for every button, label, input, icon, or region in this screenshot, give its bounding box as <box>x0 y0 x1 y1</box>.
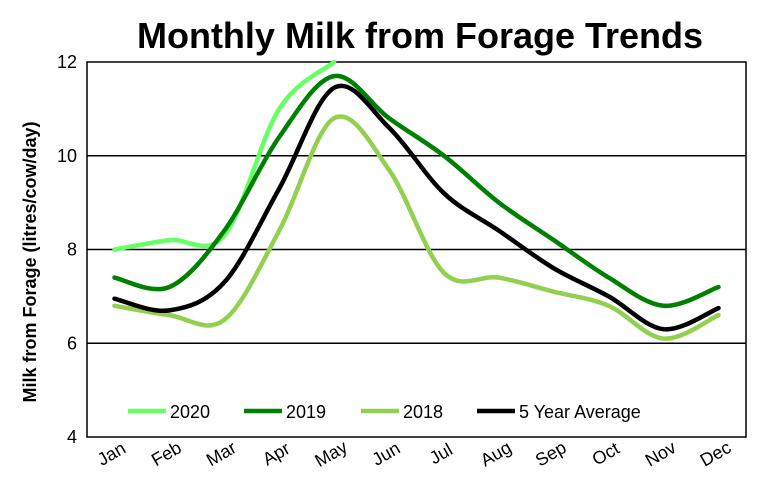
y-tick-label-12: 12 <box>57 52 77 72</box>
x-tick-label-mar: Mar <box>203 437 240 470</box>
series-line-2019 <box>112 73 721 309</box>
x-tick-label-may: May <box>311 437 350 471</box>
x-tick-label-jul: Jul <box>426 439 456 468</box>
y-tick-label-6: 6 <box>67 333 77 353</box>
chart-title: Monthly Milk from Forage Trends <box>137 15 703 56</box>
x-tick-label-aug: Aug <box>477 437 515 470</box>
x-tick-label-jun: Jun <box>368 438 403 470</box>
x-tick-label-feb: Feb <box>148 437 185 470</box>
y-tick-label-8: 8 <box>67 240 77 260</box>
x-tick-label-nov: Nov <box>642 437 680 470</box>
plot-area: 4 6 8 10 12 Jan Feb Mar Apr May Jun Jul Aug Sep Oct Nov… <box>57 52 747 471</box>
series-line-5-year-average <box>112 83 721 332</box>
series-line-2020 <box>112 59 337 252</box>
legend-label-2018: 2018 <box>403 402 443 422</box>
x-tick-label-oct: Oct <box>589 438 623 469</box>
x-tick-label-dec: Dec <box>697 437 735 470</box>
x-tick-label-sep: Sep <box>532 437 570 470</box>
legend-label-5-year-average: 5 Year Average <box>519 402 641 422</box>
x-tick-label-jan: Jan <box>94 438 129 470</box>
y-tick-label-10: 10 <box>57 146 77 166</box>
y-axis-label: Milk from Forage (litres/cow/day) <box>20 121 40 402</box>
legend-label-2019: 2019 <box>286 402 326 422</box>
y-tick-label-4: 4 <box>67 427 77 447</box>
x-tick-label-apr: Apr <box>259 438 293 469</box>
plot-border <box>86 61 747 438</box>
series-line-2018 <box>112 114 721 341</box>
legend-label-2020: 2020 <box>170 402 210 422</box>
